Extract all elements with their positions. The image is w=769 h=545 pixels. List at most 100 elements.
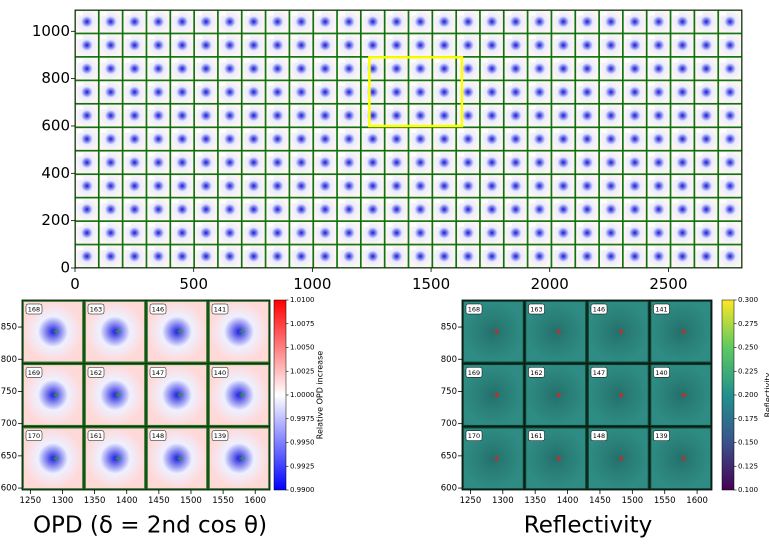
colorbar-tick-label: 0.275 — [738, 320, 758, 328]
tile-label-box — [530, 129, 536, 133]
tile-label-box — [291, 153, 297, 157]
tile-label: 147 — [593, 369, 605, 377]
colorbar-tick-label: 0.175 — [738, 415, 758, 423]
tile-label-box — [458, 129, 464, 133]
tile-label-box — [625, 223, 631, 227]
tile-label: 139 — [655, 432, 667, 440]
tile-label-box — [220, 247, 226, 251]
tile-label-box — [101, 59, 107, 63]
tile-label-box — [673, 106, 679, 110]
x-tick-label: 1550 — [654, 496, 676, 506]
tile-label-box — [506, 223, 512, 227]
tile-label-box — [77, 12, 83, 16]
tile-label-box — [696, 176, 702, 180]
tile-label: 161 — [90, 432, 102, 440]
colorbar-tick-label: 0.250 — [738, 344, 758, 352]
colorbar-tick-label: 0.150 — [738, 439, 758, 447]
tile-label-box — [220, 200, 226, 204]
tile-label-box — [315, 200, 321, 204]
tile-label-box — [673, 59, 679, 63]
tile-label-box — [577, 82, 583, 86]
tile-label-box — [339, 200, 345, 204]
tile-label: 169 — [28, 369, 40, 377]
tile-label-box — [720, 35, 726, 39]
tile-label-box — [601, 129, 607, 133]
tile-label-box — [506, 176, 512, 180]
tile-label-box — [196, 106, 202, 110]
tile-label-box — [458, 35, 464, 39]
x-tick-label: 1250 — [460, 496, 482, 506]
tile-label-box — [411, 223, 417, 227]
tile-label-box — [673, 176, 679, 180]
tile-label: 140 — [655, 369, 667, 377]
tile-label-box — [530, 176, 536, 180]
tile-label-box — [434, 153, 440, 157]
tile-label: 170 — [28, 432, 40, 440]
tile-label-box — [411, 35, 417, 39]
tile-label-box — [339, 106, 345, 110]
tile-label-box — [434, 35, 440, 39]
tile-label-box — [577, 247, 583, 251]
tile-label-box — [172, 35, 178, 39]
tile-label-box — [315, 59, 321, 63]
x-tick-label: 1550 — [212, 496, 234, 506]
tile-label-box — [696, 153, 702, 157]
tile-label-box — [577, 12, 583, 16]
tile-label-box — [530, 82, 536, 86]
tile-label-box — [148, 82, 154, 86]
tile-label-box — [482, 247, 488, 251]
tile-label-box — [434, 176, 440, 180]
tile-label-box — [315, 82, 321, 86]
tile-label-box — [315, 176, 321, 180]
tile-label: 146 — [152, 306, 164, 314]
tile-label-box — [577, 176, 583, 180]
tile-label-box — [720, 247, 726, 251]
tile-label-box — [530, 12, 536, 16]
colorbar-label: Relative OPD increase — [316, 351, 325, 439]
tile-label-box — [172, 247, 178, 251]
tile-label-box — [720, 129, 726, 133]
tile-label-box — [482, 200, 488, 204]
tile-label-box — [101, 82, 107, 86]
tile-label-box — [696, 59, 702, 63]
tile-label: 146 — [593, 306, 605, 314]
tile-label-box — [220, 12, 226, 16]
tile-label-box — [315, 35, 321, 39]
tile-label-box — [577, 200, 583, 204]
tile-label-box — [172, 106, 178, 110]
tile-label-box — [244, 129, 250, 133]
tile-label-box — [577, 106, 583, 110]
x-tick-label: 1350 — [524, 496, 546, 506]
tile-label-box — [553, 106, 559, 110]
tile-label-box — [387, 35, 393, 39]
tile-label-box — [268, 59, 274, 63]
tile-label-box — [125, 223, 131, 227]
tile-label-box — [720, 153, 726, 157]
tile-label: 162 — [90, 369, 102, 377]
tile-label-box — [553, 59, 559, 63]
x-tick-label: 1250 — [20, 496, 42, 506]
tile-label-box — [363, 106, 369, 110]
tile-label: 161 — [530, 432, 542, 440]
tile-label-box — [363, 153, 369, 157]
tile-label-box — [482, 129, 488, 133]
tile-label-box — [244, 247, 250, 251]
tile-label-box — [506, 200, 512, 204]
tile-label-box — [291, 247, 297, 251]
x-tick-label: 1600 — [244, 496, 266, 506]
tile-label-box — [363, 129, 369, 133]
tile-label-box — [649, 153, 655, 157]
tile-label-box — [387, 82, 393, 86]
x-tick-label: 2500 — [649, 275, 687, 293]
tile-label-box — [268, 153, 274, 157]
tile-label-box — [77, 176, 83, 180]
tile-label-box — [720, 82, 726, 86]
tile-label-box — [506, 106, 512, 110]
tile-label-box — [696, 82, 702, 86]
y-tick-label: 650 — [441, 451, 457, 461]
colorbar-tick-label: 0.200 — [738, 391, 758, 399]
colorbar — [274, 300, 286, 490]
tile-label-box — [673, 247, 679, 251]
tile-label-box — [673, 153, 679, 157]
tile-label-box — [673, 129, 679, 133]
